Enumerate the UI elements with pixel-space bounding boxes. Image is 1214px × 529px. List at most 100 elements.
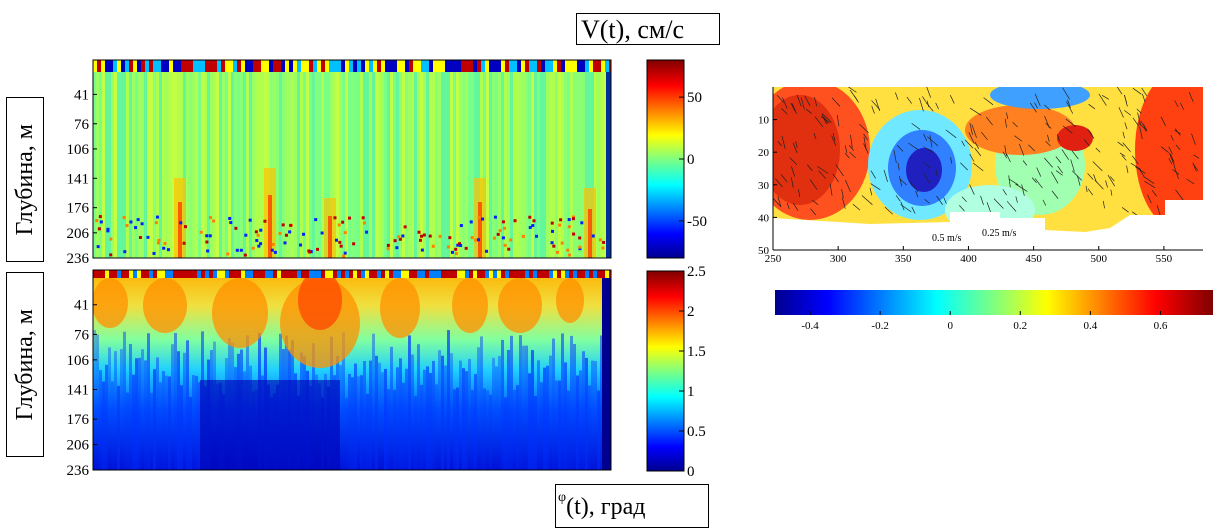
top-heatmap-column (405, 72, 408, 258)
top-heatmap-column (396, 72, 399, 258)
top-heatmap-title: V(t), см/с (581, 15, 685, 44)
section-map-arrow (1174, 100, 1179, 108)
top-heatmap-column (489, 72, 492, 258)
section-map-arrow (849, 89, 858, 101)
bottom-heatmap-column (471, 389, 474, 470)
top-heatmap-noise (205, 240, 209, 244)
section-map-arrow (1105, 180, 1108, 188)
top-heatmap-surface-cell (257, 60, 261, 72)
bottom-heatmap-warm-patch (143, 278, 187, 333)
bottom-heatmap-surface-cell (161, 270, 165, 278)
top-heatmap-column (303, 72, 306, 258)
bottom-heatmap-column (117, 385, 120, 470)
top-heatmap-column (123, 72, 126, 258)
bottom-heatmap-column (480, 336, 483, 470)
top-heatmap-column (126, 72, 129, 258)
top-heatmap-column (381, 72, 384, 258)
top-heatmap-surface-cell (501, 60, 505, 72)
top-heatmap-noise (244, 233, 248, 237)
bottom-heatmap-surface-cell (353, 270, 357, 278)
section-map-arrow (993, 198, 1004, 209)
top-y-label-box: Глубина, м (6, 97, 44, 262)
top-heatmap-column (201, 72, 204, 258)
top-heatmap-column (417, 72, 420, 258)
section-map-arrow (969, 153, 975, 162)
section-map-arrow (1156, 205, 1161, 217)
top-heatmap-noise (578, 245, 582, 249)
bottom-y-label-box: Глубина, м (6, 272, 44, 457)
top-heatmap-surface-cell (441, 60, 445, 72)
top-heatmap-column (261, 72, 264, 258)
bottom-heatmap-column (486, 390, 489, 470)
section-map-arrow (835, 164, 844, 177)
top-heatmap-surface-cell (121, 60, 125, 72)
top-heatmap-column (414, 72, 417, 258)
top-heatmap-column (267, 72, 270, 258)
top-heatmap-noise (572, 215, 576, 219)
section-map-arrow (1174, 129, 1181, 135)
top-heatmap-column (462, 72, 465, 258)
bottom-heatmap-surface-cell (93, 270, 97, 278)
bottom-heatmap-surface-cell (385, 270, 389, 278)
bottom-heatmap-surface-cell (357, 270, 361, 278)
top-heatmap-surface-cell (517, 60, 521, 72)
top-heatmap-surface-cell (157, 60, 161, 72)
top-heatmap-column (312, 72, 315, 258)
top-heatmap-noise (136, 218, 140, 222)
top-heatmap-column (468, 72, 471, 258)
top-heatmap-column (438, 72, 441, 258)
bottom-heatmap-column (396, 367, 399, 470)
top-heatmap-column (213, 72, 216, 258)
section-map-arrow (1191, 133, 1196, 145)
section-map-arrow (1067, 99, 1071, 109)
section-map-arrow (1124, 94, 1128, 107)
section-map-y-tick-label: 10 (758, 115, 770, 127)
top-heatmap-noise (528, 226, 532, 230)
bottom-heatmap-column (489, 394, 492, 470)
bottom-heatmap-surface-cell (569, 270, 573, 278)
top-colorbar-fill (646, 59, 685, 259)
bottom-heatmap-surface-cell (525, 270, 529, 278)
top-heatmap-surface-cell (329, 60, 333, 72)
top-heatmap-noise (501, 220, 505, 224)
top-heatmap-column (387, 72, 390, 258)
top-heatmap-noise (458, 242, 462, 246)
bottom-heatmap-deep-blue (200, 380, 340, 470)
bottom-heatmap-column (360, 375, 363, 470)
top-heatmap-surface-cell (505, 60, 509, 72)
bottom-heatmap-column (534, 396, 537, 470)
top-heatmap-surface-cell (105, 60, 109, 72)
section-map-arrow (780, 174, 788, 183)
section-map-arrow (1065, 118, 1077, 127)
section-map-arrow (1044, 104, 1051, 111)
top-heatmap-noise (129, 220, 133, 224)
section-map-x-tick-label: 300 (830, 253, 847, 265)
bottom-heatmap-surface-cell (225, 270, 229, 278)
bottom-heatmap-column (93, 330, 96, 470)
bottom-heatmap-surface-cell (341, 270, 345, 278)
top-heatmap-noise (205, 234, 209, 238)
section-map-arrow (1022, 160, 1028, 166)
top-heatmap-column (318, 72, 321, 258)
bottom-heatmap-title-prefix: φ (558, 490, 567, 505)
bottom-heatmap-column (180, 385, 183, 470)
section-map-arrow (1193, 154, 1200, 159)
top-heatmap-noise (259, 228, 263, 232)
bottom-heatmap-surface-cell (209, 270, 213, 278)
section-map-y-tick-label: 20 (758, 147, 770, 159)
top-heatmap-column (585, 72, 588, 258)
section-map-arrow (897, 162, 900, 171)
bottom-heatmap-column (417, 344, 420, 470)
bottom-heatmap-y-tick-label: 236 (67, 463, 90, 479)
section-map-arrow (1072, 170, 1082, 181)
top-heatmap-noise (602, 240, 606, 244)
bottom-heatmap-surface-cell (517, 270, 521, 278)
top-heatmap-noise (578, 247, 582, 251)
top-heatmap-surface-cell (253, 60, 257, 72)
section-map-arrow (1062, 87, 1070, 100)
top-heatmap-noise (469, 220, 473, 224)
section-map-arrow (971, 124, 977, 138)
bottom-heatmap-column (339, 365, 342, 470)
section-map-arrow (923, 146, 934, 154)
top-heatmap-column (264, 72, 267, 258)
